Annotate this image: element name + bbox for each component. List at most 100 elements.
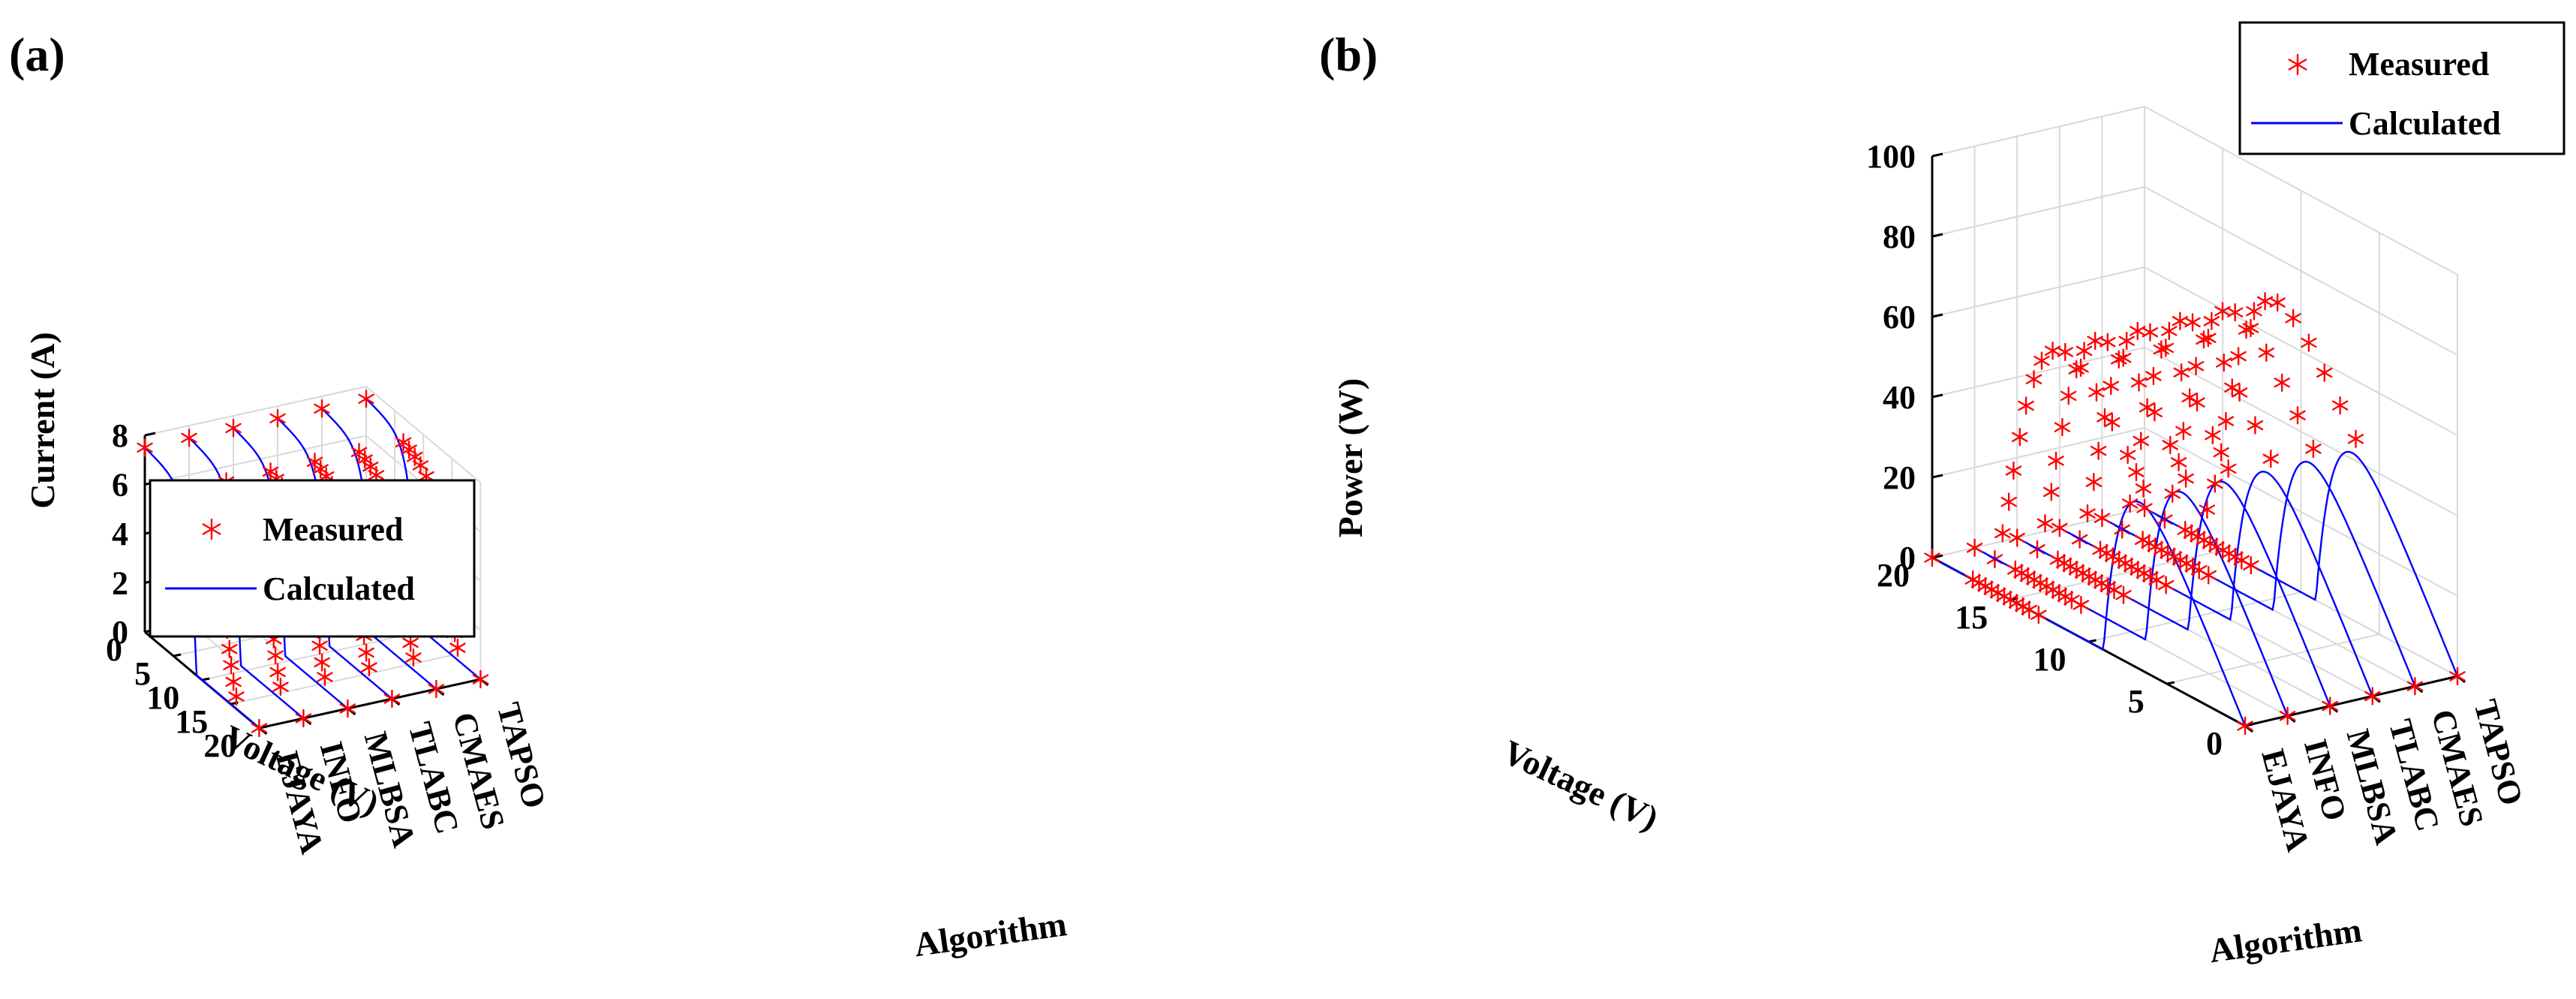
grid-line [144,386,367,436]
measured-point [269,409,286,428]
measured-point [225,673,242,691]
measured-point [2088,383,2105,402]
z-tick-mark [1931,152,1943,158]
panel-b-legend: Measured Calculated [2238,21,2565,155]
measured-point [339,699,356,718]
measured-point [2178,469,2194,488]
measured-point [2247,416,2264,435]
z-tick-label: 2 [112,565,128,602]
measured-point [2199,500,2216,519]
measured-point [272,677,289,697]
measured-point [223,656,239,675]
measured-point [361,657,377,677]
measured-point [2177,520,2193,540]
measured-point [2316,363,2333,382]
measured-point [2018,396,2034,415]
z-tick-label: 8 [112,417,128,454]
measured-point [1994,524,2011,543]
grid-line [1931,186,2145,237]
measured-point [311,636,328,655]
measured-point [2285,308,2301,328]
measured-point [2347,429,2364,448]
panel-b-label: (b) [1319,28,1378,81]
calculated-curve-ejaya [144,447,260,729]
calculated-curve-cmaes [321,408,437,690]
x-tick-label: 15 [175,703,208,740]
measured-point [2449,667,2466,686]
measured-point [2289,406,2306,425]
measured-point [2090,441,2107,460]
y-axis-line [2244,675,2458,727]
measured-point [401,440,417,459]
measured-point [2203,311,2220,331]
calculated-curve-info [188,437,305,719]
legend-calculated-label: Calculated [2349,105,2501,142]
measured-point [2279,706,2296,725]
measured-point [2133,432,2149,450]
measured-point [1964,570,1981,589]
z-tick-label: 60 [1883,299,1916,336]
y-axis-line [259,678,481,730]
measured-point [2262,449,2280,468]
x-tick-mark [2166,681,2175,685]
measured-point [306,453,323,471]
measured-point [2164,484,2181,503]
panel-a-ylabel: Algorithm [912,904,1069,964]
calculated-curve-cmaes [2101,460,2416,687]
panel-a-current-voltage: 0246805101520EJAYAINFOMLBSATLABCCMAESTAP… [9,28,1069,964]
measured-point [358,643,374,662]
z-tick-label: 4 [112,516,128,552]
measured-point [2237,716,2253,736]
panel-b-axes [1931,152,2466,733]
measured-point [2094,509,2111,528]
panel-b-grid [1931,106,2458,727]
measured-point [2051,519,2068,537]
measured-point [2054,417,2071,437]
z-tick-mark [1931,474,1943,479]
x-tick-label: 0 [106,631,122,668]
measured-point [2243,555,2259,575]
measured-point [317,667,333,687]
measured-point [2246,302,2262,320]
measured-point [2207,474,2223,493]
measured-point [383,689,401,709]
measured-point [2097,408,2113,427]
measured-point [2196,330,2212,349]
x-tick-label: 20 [203,727,236,764]
x-tick-label: 20 [1877,557,1910,594]
measured-point [314,399,330,418]
measured-point [2161,321,2178,341]
measured-point [2173,363,2190,382]
measured-point [295,709,312,728]
measured-point [2175,422,2192,441]
panel-b-power-voltage: 02040608010020151050EJAYAINFOMLBSATLABCC… [1319,21,2565,970]
measured-point [2205,426,2221,444]
measured-point [2406,677,2424,696]
z-tick-label: 80 [1883,218,1916,255]
measured-point [2136,498,2153,518]
x-tick-mark [173,653,182,657]
measured-point [2025,370,2042,389]
measured-point [405,648,422,667]
panel-b-tick-labels: 02040608010020151050EJAYAINFOMLBSATLABCC… [1866,138,2530,856]
x-tick-label: 0 [2206,725,2223,762]
grid-line [1931,347,2145,398]
panel-b-xlabel: Voltage (V) [1497,733,1664,838]
panel-a-label: (a) [9,28,65,81]
measured-point [2135,479,2152,498]
legend-calculated-label: Calculated [263,570,415,607]
measured-point [2230,347,2247,366]
measured-point [2049,550,2067,569]
measured-point [2036,514,2054,533]
z-tick-mark [144,432,156,437]
measured-point [2130,373,2148,392]
measured-point [181,429,197,447]
grid-line [2088,591,2301,642]
z-tick-label: 0 [112,614,128,651]
measured-point [2214,302,2231,320]
measured-point [267,646,284,665]
measured-point [2139,398,2156,417]
measured-point [2170,453,2187,472]
measured-point [2121,494,2139,513]
